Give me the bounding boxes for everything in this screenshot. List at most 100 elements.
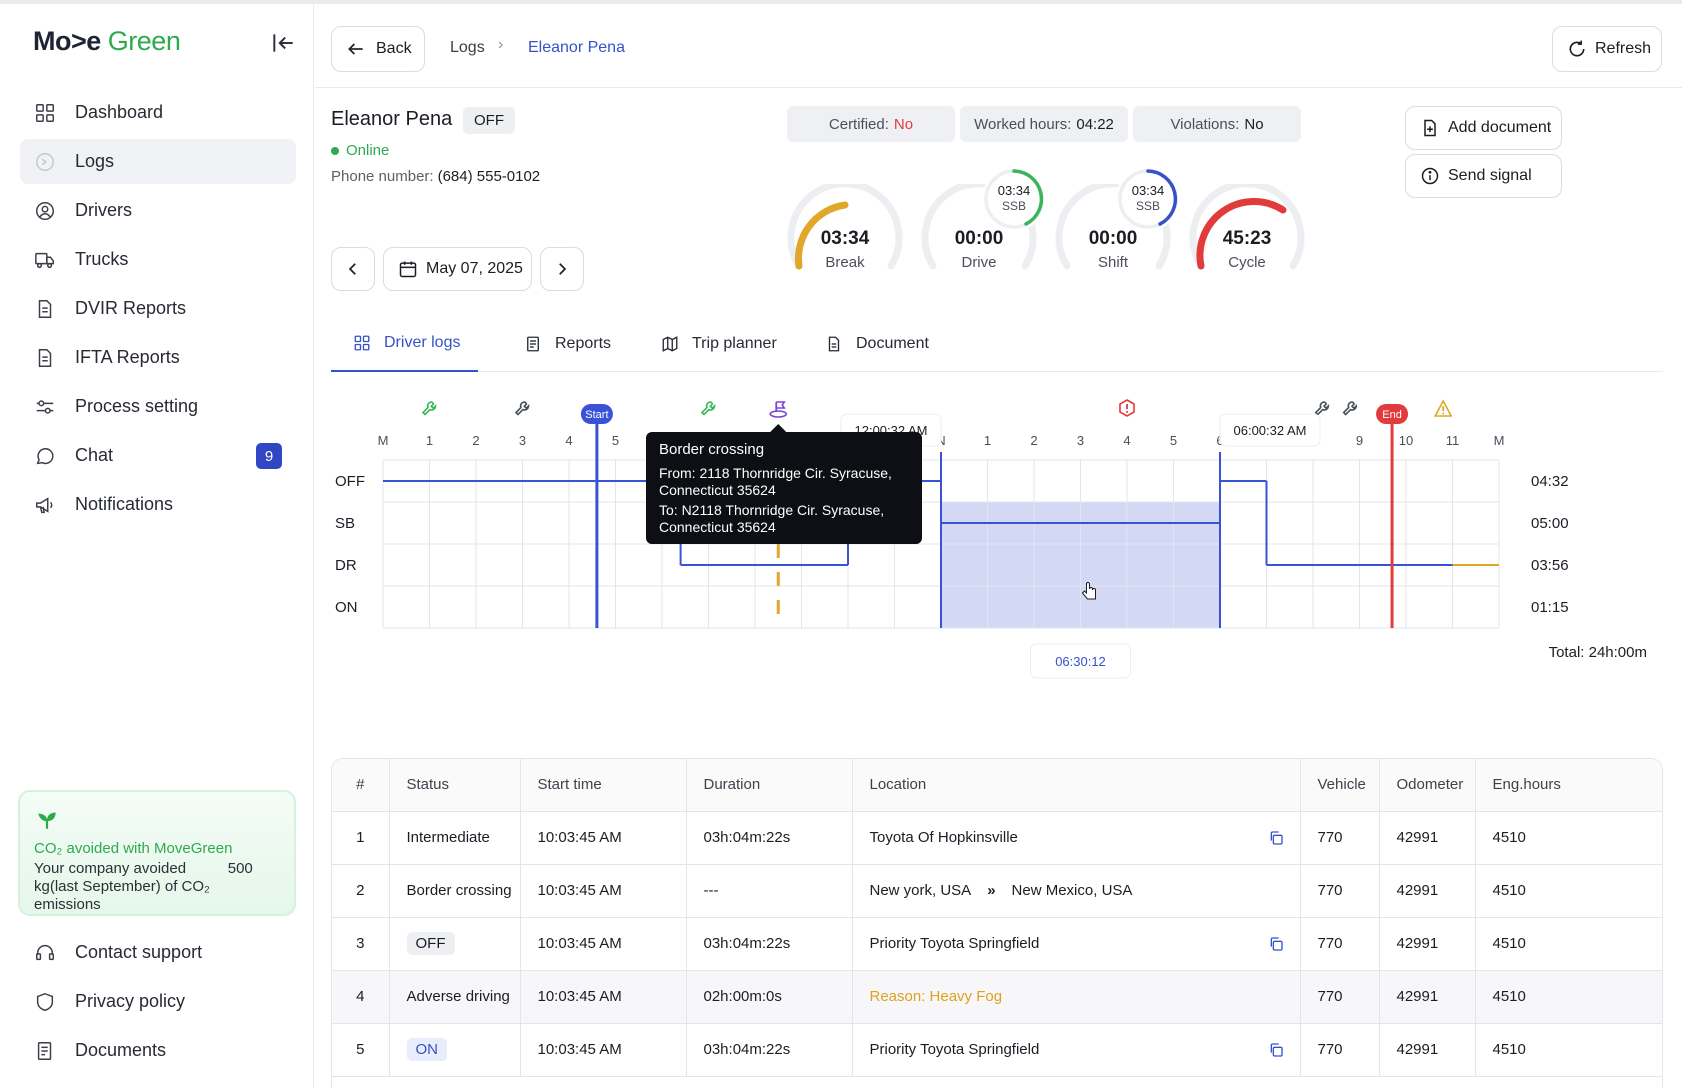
sidebar-item-label: Trucks <box>75 249 129 269</box>
total-hours-label: Total: 24h:00m <box>1549 644 1647 661</box>
sidebar-item-label: Dashboard <box>75 102 164 122</box>
back-button[interactable]: Back <box>331 26 425 72</box>
map-icon <box>662 336 678 352</box>
wrench-icon[interactable] <box>1342 401 1358 416</box>
tooltip-line: Connecticut 35624 <box>659 519 776 535</box>
wrench-icon[interactable] <box>700 401 716 416</box>
online-status: Online <box>331 142 389 159</box>
table-row[interactable]: 3 OFF 10:03:45 AM 03h:04m:22s Priority T… <box>332 917 1662 971</box>
sliders-icon <box>34 396 56 418</box>
break-gauge: 03:34 Break <box>785 180 905 284</box>
online-dot-icon <box>331 146 339 155</box>
duration-tooltip-box <box>1030 643 1131 679</box>
hand-cursor-icon <box>1081 582 1096 600</box>
copy-icon[interactable] <box>1268 1042 1284 1058</box>
grid-icon <box>34 102 56 124</box>
hour-tick-label: M <box>378 433 389 448</box>
wrench-icon[interactable] <box>421 401 437 416</box>
col-header-start-time: Start time <box>520 759 687 812</box>
co2-savings-card: CO₂ avoided with MoveGreen Your company … <box>18 790 296 916</box>
tooltip-arrow <box>770 424 787 432</box>
shield-icon <box>34 991 56 1013</box>
sidebar-item-drivers[interactable]: Drivers <box>20 188 296 233</box>
tab-reports[interactable]: Reports <box>524 316 611 372</box>
sidebar-item-trucks[interactable]: Trucks <box>20 237 296 282</box>
end-marker-label: End <box>1382 409 1402 421</box>
arrow-left-icon <box>348 43 363 55</box>
hour-tick-label: 11 <box>1446 433 1460 448</box>
sidebar-item-label: Logs <box>75 151 115 171</box>
wrench-icon[interactable] <box>1314 401 1330 416</box>
status-row-label: SB <box>335 515 355 532</box>
sidebar-item-ifta-reports[interactable]: IFTA Reports <box>20 335 296 380</box>
headset-icon <box>34 942 56 964</box>
truck-icon <box>34 249 56 271</box>
hour-tick-label: 2 <box>1030 433 1037 448</box>
next-day-button[interactable] <box>540 247 584 291</box>
shift-gauge-arc <box>1055 180 1171 270</box>
sidebar-item-logs[interactable]: Logs <box>20 139 296 184</box>
col-header-vehicle: Vehicle <box>1300 759 1380 812</box>
col-header-location: Location <box>852 759 1301 812</box>
table-row[interactable]: 5 ON 10:03:45 AM 03h:04m:22s Priority To… <box>332 1023 1662 1077</box>
driver-log-chart[interactable]: M1234567891011N1234567891011MOFF04:32SB0… <box>315 384 1682 714</box>
tab-bar: Driver logs Reports Trip planner Documen… <box>331 316 1663 372</box>
hour-tick-label: 10 <box>1399 433 1413 448</box>
violation-icon[interactable] <box>1119 399 1135 417</box>
events-table: # Status Start time Duration Location Ve… <box>331 758 1663 1088</box>
sidebar-item-privacy-policy[interactable]: Privacy policy <box>20 979 296 1024</box>
table-row[interactable]: 1 Intermediate 10:03:45 AM 03h:04m:22s T… <box>332 811 1662 865</box>
collapse-sidebar-icon[interactable] <box>270 30 296 56</box>
co2-line-2: kg(last September) of CO₂ emissions <box>34 878 210 913</box>
send-signal-button[interactable]: Send signal <box>1405 154 1562 198</box>
chevron-right-icon <box>559 263 567 275</box>
hour-tick-label: 3 <box>1077 433 1084 448</box>
sidebar-item-notifications[interactable]: Notifications <box>20 482 296 527</box>
certified-stat: Certified: No <box>787 106 955 142</box>
cycle-gauge-arc <box>1189 180 1305 270</box>
previous-day-button[interactable] <box>331 247 375 291</box>
border-crossing-icon[interactable] <box>769 401 788 418</box>
sidebar-item-dvir-reports[interactable]: DVIR Reports <box>20 286 296 331</box>
status-badge: ON <box>406 1038 447 1061</box>
file-icon <box>34 298 56 320</box>
duration-tooltip-label: 06:30:12 <box>1055 654 1106 669</box>
driver-name: Eleanor Pena <box>331 108 453 130</box>
status-row-total: 05:00 <box>1531 515 1569 532</box>
sidebar-footer-nav: Contact support Privacy policy Documents <box>20 930 296 1077</box>
sidebar-item-contact-support[interactable]: Contact support <box>20 930 296 975</box>
tab-driver-logs[interactable]: Driver logs <box>331 316 478 372</box>
refresh-icon <box>1569 40 1585 57</box>
tab-trip-planner[interactable]: Trip planner <box>661 316 777 372</box>
sidebar-item-label: DVIR Reports <box>75 298 187 318</box>
sidebar-item-label: Contact support <box>75 942 203 962</box>
copy-icon[interactable] <box>1268 830 1284 846</box>
document-icon <box>828 336 840 352</box>
driver-status-badge: OFF <box>463 107 515 134</box>
drive-gauge-arc <box>921 180 1037 270</box>
sidebar-item-process-setting[interactable]: Process setting <box>20 384 296 429</box>
sidebar-item-dashboard[interactable]: Dashboard <box>20 90 296 135</box>
break-gauge-arc <box>787 180 903 270</box>
page-header: Back Logs › Eleanor Pena Refresh <box>315 4 1682 88</box>
add-document-button[interactable]: Add document <box>1405 106 1562 150</box>
table-row[interactable]: 4 Adverse driving 10:03:45 AM 02h:00m:0s… <box>332 970 1662 1024</box>
start-marker-label: Start <box>585 409 608 421</box>
col-header-number: # <box>332 759 390 812</box>
sidebar-item-chat[interactable]: Chat 9 <box>20 433 296 478</box>
refresh-button[interactable]: Refresh <box>1552 26 1662 72</box>
documents-icon <box>34 1040 56 1062</box>
warning-icon[interactable] <box>1433 399 1453 417</box>
table-row[interactable]: 2 Border crossing 10:03:45 AM --- New yo… <box>332 864 1662 918</box>
wrench-icon[interactable] <box>514 401 530 416</box>
tab-document[interactable]: Document <box>825 316 929 372</box>
copy-icon[interactable] <box>1268 936 1284 952</box>
breadcrumb-logs[interactable]: Logs <box>450 39 485 56</box>
tooltip-line: To: N2118 Thornridge Cir. Syracuse, <box>659 502 884 518</box>
sidebar-item-documents[interactable]: Documents <box>20 1028 296 1073</box>
double-chevron-right-icon: » <box>987 882 996 899</box>
app-logo[interactable]: Mo>e Green <box>33 26 181 56</box>
hour-tick-label: 4 <box>565 433 572 448</box>
date-picker[interactable]: May 07, 2025 <box>383 247 532 291</box>
hour-tick-label: M <box>1494 433 1505 448</box>
